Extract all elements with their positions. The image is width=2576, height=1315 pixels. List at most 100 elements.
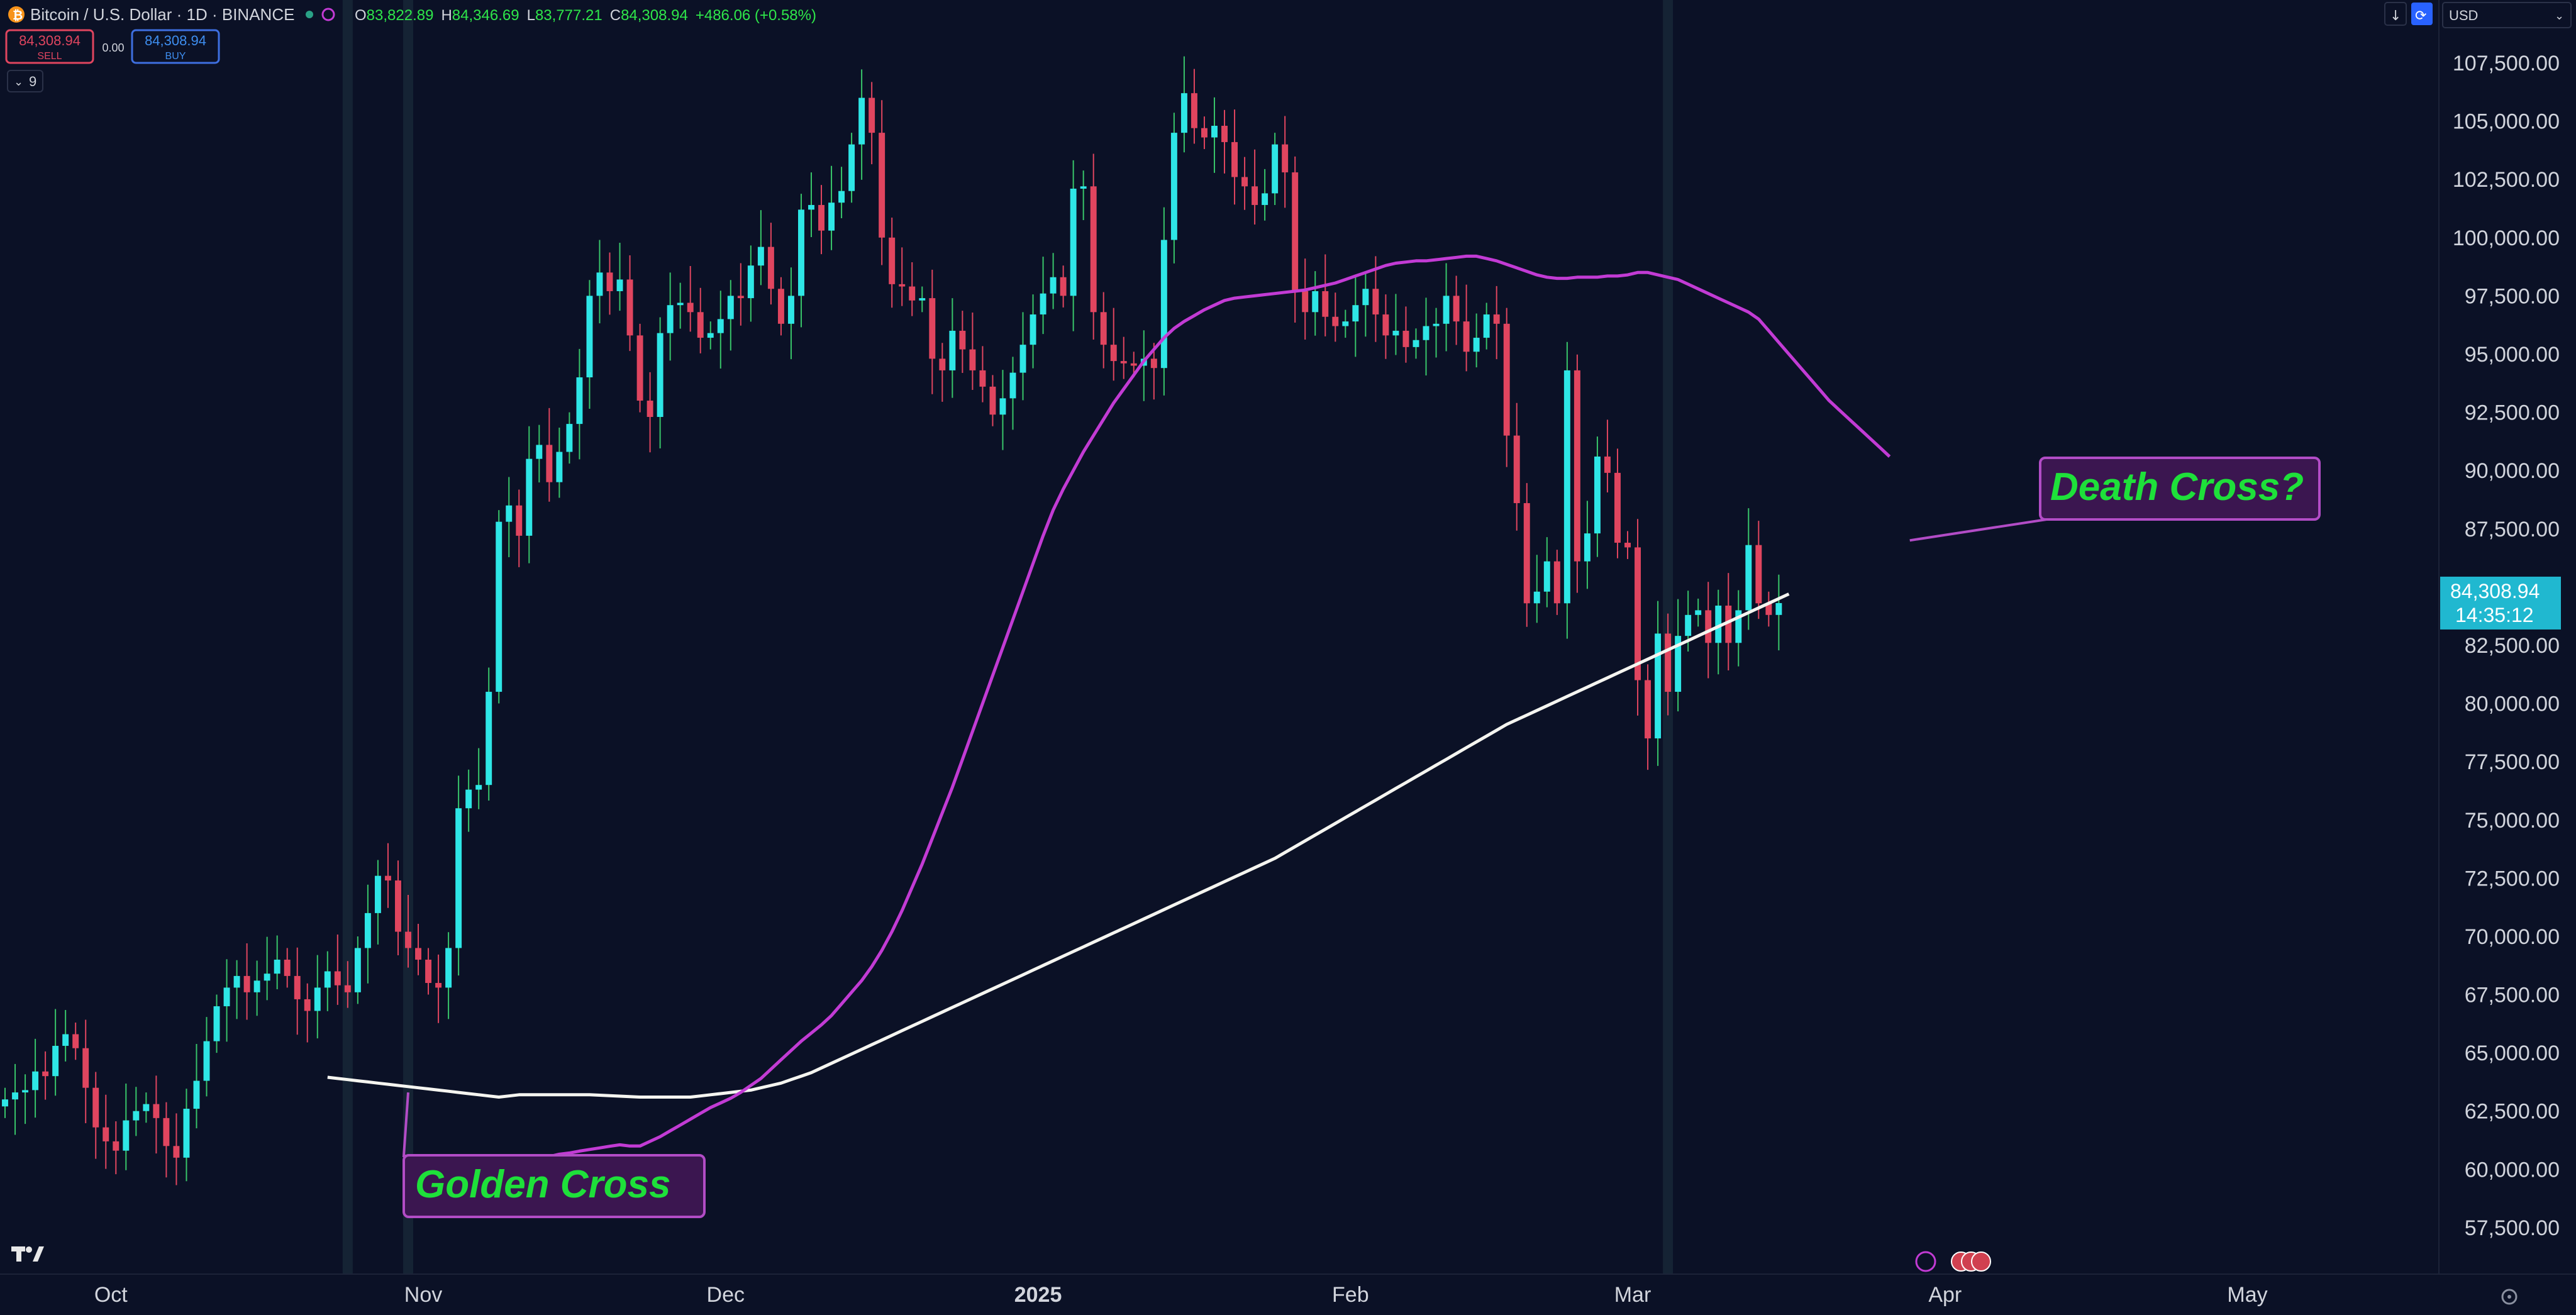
high-value: 84,346.69: [452, 7, 519, 24]
x-tick-label: Oct: [94, 1283, 128, 1307]
bitcoin-logo-icon: [8, 6, 25, 23]
time-axis[interactable]: Oct Nov Dec 2025 Feb Mar Apr May: [0, 1273, 2576, 1307]
candle-body: [1201, 128, 1208, 138]
candle-body: [496, 521, 502, 692]
candle-body: [1060, 277, 1067, 296]
death-cross-annotation[interactable]: Death Cross?: [1909, 457, 2321, 542]
candle-body: [777, 289, 784, 324]
candle-body: [546, 445, 553, 482]
close-value: 84,308.94: [621, 7, 688, 24]
candle-body: [757, 247, 764, 266]
y-tick-label: 70,000.00: [2465, 925, 2560, 949]
spread-value: 0.00: [102, 42, 124, 54]
candle-body: [747, 265, 754, 299]
y-tick-label: 75,000.00: [2465, 809, 2560, 833]
candle-body: [1040, 293, 1046, 315]
candle-body: [314, 987, 321, 1011]
candle-body: [1231, 141, 1238, 177]
candle-body: [899, 284, 906, 287]
tradingview-logo-icon: [11, 1246, 44, 1262]
candle-body: [1715, 605, 1722, 643]
candle-body: [1352, 305, 1359, 322]
candle-body: [243, 975, 250, 992]
symbol-legend[interactable]: ₿ Bitcoin / U.S. Dollar · 1D · BINANCE O…: [8, 5, 816, 24]
x-tick-label: Apr: [1928, 1283, 1962, 1307]
candle-body: [1563, 370, 1570, 604]
candle-body: [1433, 323, 1440, 326]
candle-body: [979, 370, 986, 387]
dividend-event-icon[interactable]: [1915, 1251, 1936, 1272]
golden-cross-label: Golden Cross: [415, 1163, 671, 1206]
highlight-bands: [342, 0, 1674, 1274]
candle-body: [304, 999, 311, 1011]
candle-body: [1685, 614, 1692, 636]
sell-button[interactable]: 84,308.94 SELL: [5, 29, 94, 64]
candle-body: [274, 959, 280, 974]
price-axis[interactable]: 57,500.00 60,000.00 62,500.00 65,000.00 67,5…: [2438, 0, 2560, 1274]
candle-body: [1292, 172, 1299, 291]
events-icons[interactable]: [1915, 1251, 1991, 1272]
candle-body: [1160, 240, 1167, 369]
candle-body: [1130, 363, 1137, 366]
candle-body: [869, 97, 875, 133]
y-tick-label: 90,000.00: [2465, 459, 2560, 483]
candle-body: [1080, 186, 1087, 189]
y-tick-label: 107,500.00: [2453, 52, 2560, 75]
candle-body: [183, 1109, 190, 1158]
y-tick-label: 60,000.00: [2465, 1158, 2560, 1182]
candle-body: [1392, 330, 1399, 336]
candle-body: [1604, 456, 1611, 473]
top-right-controls[interactable]: ↓ ⟳ USD ⌄: [2384, 2, 2572, 28]
x-tick-label: Nov: [404, 1283, 442, 1307]
settings-gear-icon[interactable]: [2501, 1289, 2518, 1305]
candle-body: [909, 286, 916, 301]
candle-body: [1543, 561, 1550, 592]
sync-button[interactable]: [2411, 3, 2433, 25]
bitcoin-symbol: ₿: [13, 9, 23, 23]
ma-long-line: [327, 592, 1790, 1099]
share-icon[interactable]: [321, 8, 335, 21]
candle-body: [425, 959, 432, 984]
sell-label: SELL: [37, 51, 62, 62]
candle-body: [82, 1048, 89, 1088]
candle-body: [294, 975, 301, 999]
candle-body: [1150, 358, 1157, 369]
candle-body: [486, 692, 492, 785]
last-price-value: 84,308.94: [2450, 580, 2540, 602]
candle-body: [415, 948, 421, 960]
candle-body: [1030, 314, 1036, 345]
candle-body: [223, 987, 230, 1007]
candle-body: [1302, 291, 1309, 313]
candle-body: [939, 358, 946, 370]
candle-body: [465, 789, 472, 809]
buy-button[interactable]: 84,308.94 BUY: [131, 29, 220, 64]
indicators-count: 9: [29, 74, 36, 89]
candle-body: [677, 302, 684, 306]
death-cross-label: Death Cross?: [2050, 465, 2304, 509]
candle-body: [22, 1090, 29, 1093]
arrow-down-button[interactable]: [2384, 2, 2407, 26]
candle-body: [364, 913, 371, 948]
candle-body: [727, 296, 734, 319]
candle-body: [42, 1071, 49, 1077]
candle-body: [1211, 126, 1218, 138]
sell-price: 84,308.94: [19, 33, 80, 48]
candle-body: [1735, 610, 1742, 643]
candle-body: [213, 1006, 220, 1041]
candle-body: [12, 1092, 19, 1100]
indicators-toggle[interactable]: ⌄ 9: [7, 70, 43, 92]
y-tick-label: 67,500.00: [2465, 984, 2560, 1007]
candle-body: [1312, 291, 1319, 313]
flag-event-icon[interactable]: [1971, 1251, 1991, 1272]
candle-body: [1503, 323, 1510, 436]
currency-select[interactable]: [2442, 2, 2572, 28]
candle-body: [576, 377, 583, 424]
y-tick-label: 97,500.00: [2465, 284, 2560, 308]
last-price-tag-bg: [2440, 576, 2561, 630]
candle-body: [1655, 633, 1662, 739]
golden-cross-annotation[interactable]: Golden Cross: [402, 1092, 706, 1218]
market-status-icon[interactable]: [306, 11, 313, 18]
candle-body: [143, 1104, 150, 1111]
candle-body: [1755, 545, 1762, 604]
